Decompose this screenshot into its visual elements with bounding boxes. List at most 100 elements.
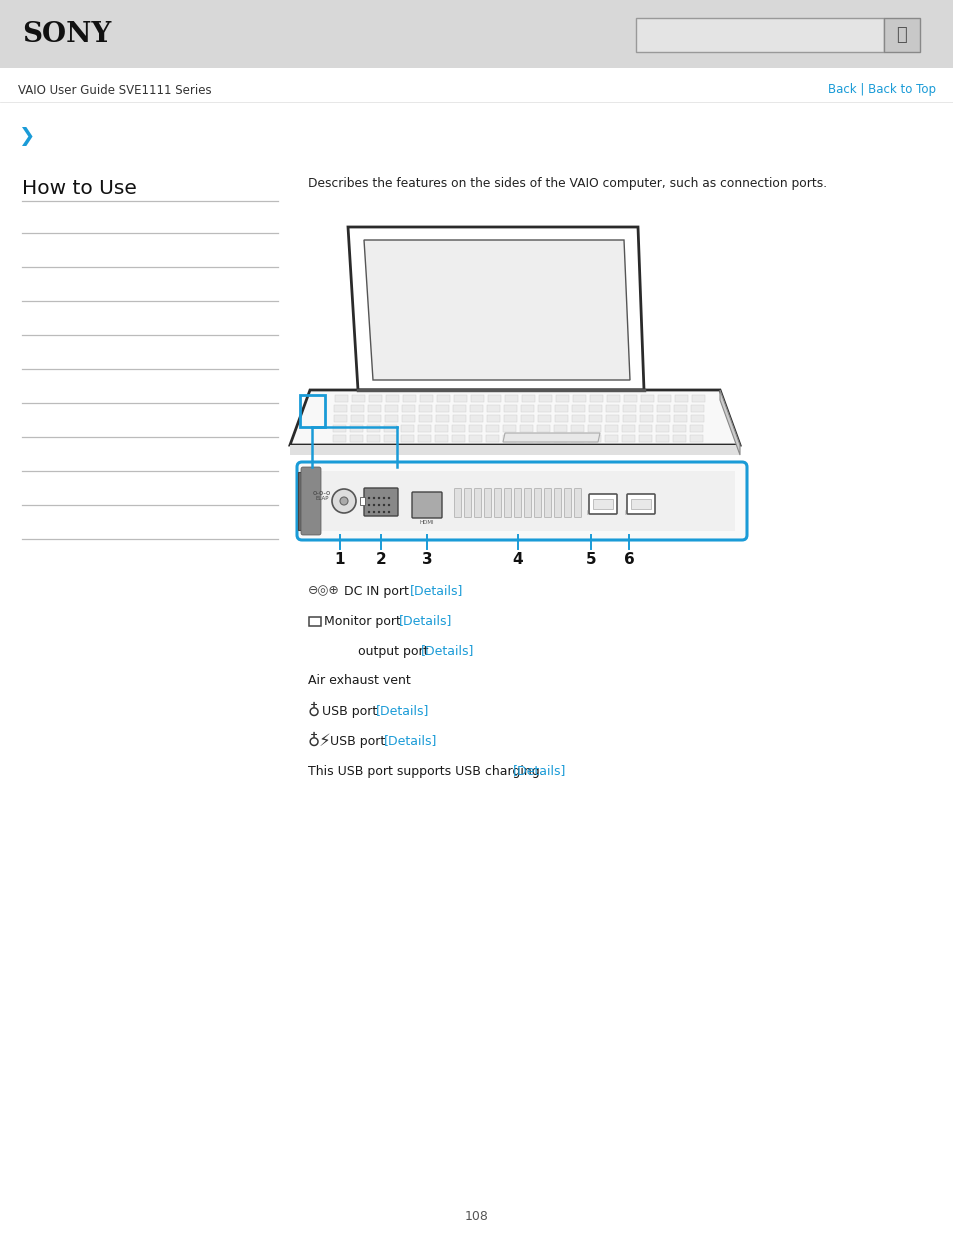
Bar [520,415,534,422]
Bar [503,415,517,422]
Bar [554,435,566,442]
Bar [334,415,347,422]
Text: USB port: USB port [330,735,389,747]
Bar [386,395,398,403]
Bar [606,405,618,412]
Bar [454,395,467,403]
Bar [504,395,517,403]
FancyBboxPatch shape [484,489,491,517]
Bar [605,415,618,422]
Circle shape [368,511,370,514]
Circle shape [377,504,380,506]
Circle shape [377,511,380,514]
Text: 2: 2 [375,552,386,567]
Circle shape [373,496,375,499]
FancyBboxPatch shape [574,489,581,517]
Text: ⌕: ⌕ [896,26,906,44]
Bar [502,435,516,442]
Circle shape [368,504,370,506]
Bar [673,425,686,432]
Bar [658,395,670,403]
Bar [623,395,637,403]
FancyBboxPatch shape [524,489,531,517]
Bar [656,435,668,442]
Bar [469,425,482,432]
Bar [571,435,583,442]
Bar [487,405,500,412]
Bar [309,618,320,626]
Text: How to Use: How to Use [22,179,136,198]
Bar [436,415,449,422]
FancyBboxPatch shape [564,489,571,517]
Text: HDMI: HDMI [419,520,434,526]
FancyBboxPatch shape [364,488,397,516]
Bar [639,435,651,442]
Bar [554,425,567,432]
Bar [469,435,481,442]
Bar [588,425,601,432]
FancyBboxPatch shape [544,489,551,517]
Bar [359,496,365,505]
Bar [452,435,464,442]
Bar [452,425,465,432]
Polygon shape [348,227,643,390]
Text: 1: 1 [335,552,345,567]
Polygon shape [720,390,740,454]
Bar [334,425,346,432]
Bar [419,405,432,412]
Text: 3: 3 [421,552,432,567]
Bar [520,425,533,432]
Text: [Details]: [Details] [375,704,429,718]
Bar [623,405,636,412]
Bar [418,415,432,422]
Bar [402,405,416,412]
Bar [419,395,433,403]
Circle shape [373,504,375,506]
Bar [401,415,415,422]
Polygon shape [290,445,740,454]
Bar [352,395,365,403]
Bar [418,425,431,432]
Text: i: i [623,510,625,516]
Text: ELAP: ELAP [314,496,329,501]
Bar [589,405,602,412]
Text: Describes the features on the sides of the VAIO computer, such as connection por: Describes the features on the sides of t… [308,178,826,190]
Circle shape [377,496,380,499]
Text: 6: 6 [623,552,634,567]
Bar [435,435,448,442]
Polygon shape [297,472,313,530]
Bar [488,395,500,403]
Bar [555,405,568,412]
FancyBboxPatch shape [454,489,461,517]
Bar [400,435,414,442]
Text: Monitor port: Monitor port [324,615,404,627]
Bar [630,499,650,509]
FancyBboxPatch shape [412,492,441,517]
Bar [587,435,600,442]
Bar [604,435,618,442]
Bar [385,405,398,412]
Polygon shape [364,240,629,380]
Bar [691,395,704,403]
Bar [350,425,363,432]
Bar [572,415,584,422]
Bar [453,405,466,412]
Bar [639,425,652,432]
Bar [691,405,703,412]
Text: [Details]: [Details] [420,645,474,657]
Bar [402,395,416,403]
Bar [573,395,585,403]
Text: [Details]: [Details] [513,764,566,778]
Bar [657,405,670,412]
Bar [486,425,499,432]
Bar [605,425,618,432]
Bar [537,405,551,412]
Circle shape [382,504,385,506]
Text: [Details]: [Details] [410,584,463,598]
Bar [639,415,652,422]
FancyBboxPatch shape [474,489,481,517]
Bar [333,435,346,442]
Bar [503,425,516,432]
Bar [673,415,686,422]
Text: VAIO User Guide SVE1111 Series: VAIO User Guide SVE1111 Series [18,84,212,96]
